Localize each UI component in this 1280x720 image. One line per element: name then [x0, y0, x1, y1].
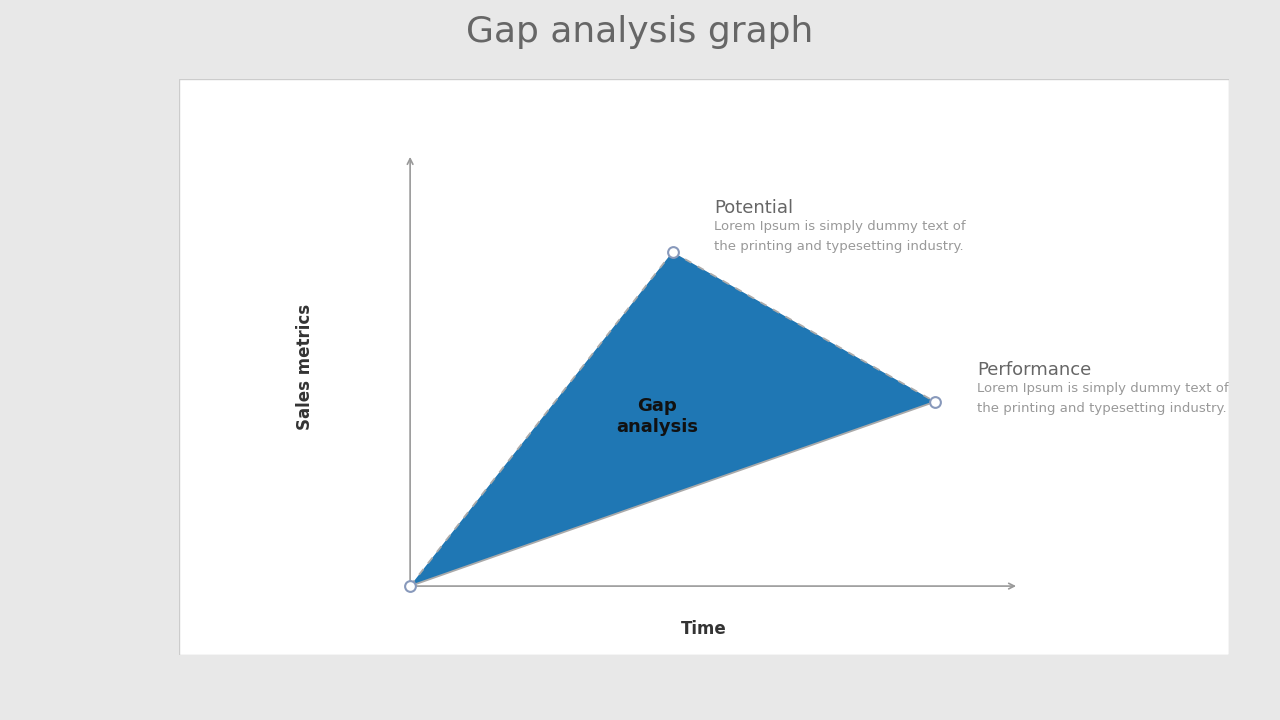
Text: Sales metrics: Sales metrics — [296, 304, 314, 431]
Point — [662, 246, 682, 258]
Point — [924, 396, 945, 408]
Polygon shape — [410, 252, 934, 586]
Text: Lorem Ipsum is simply dummy text of
the printing and typesetting industry.: Lorem Ipsum is simply dummy text of the … — [977, 382, 1229, 415]
Text: Gap analysis graph: Gap analysis graph — [466, 15, 814, 50]
Text: Gap
analysis: Gap analysis — [616, 397, 698, 436]
Point — [399, 580, 420, 592]
Text: Lorem Ipsum is simply dummy text of
the printing and typesetting industry.: Lorem Ipsum is simply dummy text of the … — [714, 220, 966, 253]
Text: Time: Time — [681, 620, 727, 638]
Text: Potential: Potential — [714, 199, 794, 217]
Text: Performance: Performance — [977, 361, 1091, 379]
